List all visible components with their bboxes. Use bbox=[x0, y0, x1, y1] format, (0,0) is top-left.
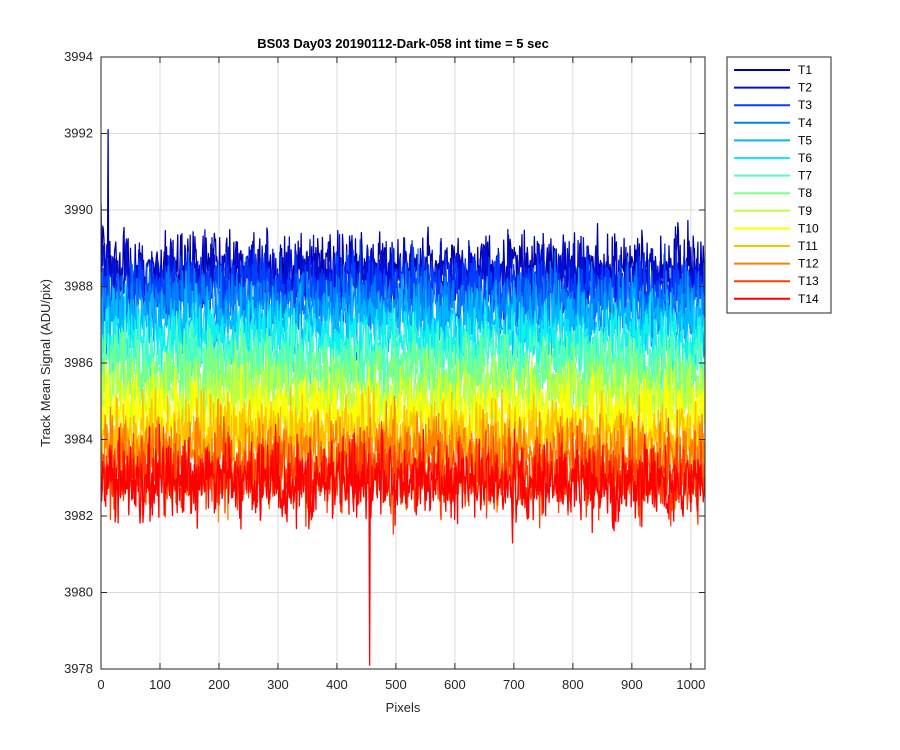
legend-label: T13 bbox=[798, 274, 819, 288]
y-tick-label: 3984 bbox=[64, 432, 93, 447]
plot-area: 0 100 200 300 400 500 600 700 800 900 1000 3978 398… bbox=[64, 49, 706, 692]
legend-item-t12: T12 bbox=[734, 257, 819, 271]
x-tick-labels: 0 100 200 300 400 500 600 700 800 900 1000 bbox=[97, 677, 705, 692]
legend-label: T11 bbox=[798, 239, 818, 253]
x-tick-label: 1000 bbox=[676, 677, 705, 692]
legend-item-t10: T10 bbox=[734, 221, 819, 235]
legend-label: T1 bbox=[798, 63, 812, 77]
x-tick-label: 0 bbox=[97, 677, 104, 692]
y-tick-label: 3978 bbox=[64, 661, 93, 676]
x-tick-label: 800 bbox=[562, 677, 584, 692]
legend-items: T1 T2 T3 T4 T5 T6 T7 T8 T9 T10 T11 T12 T13 T14 bbox=[734, 63, 819, 306]
series-line-t14 bbox=[101, 423, 705, 666]
legend-item-t4: T4 bbox=[734, 116, 812, 130]
legend-item-t6: T6 bbox=[734, 151, 812, 165]
legend-label: T7 bbox=[798, 169, 812, 183]
legend-label: T14 bbox=[798, 292, 819, 306]
legend-label: T4 bbox=[798, 116, 812, 130]
x-tick-label: 500 bbox=[385, 677, 407, 692]
x-tick-label: 600 bbox=[444, 677, 466, 692]
legend-label: T3 bbox=[798, 98, 812, 112]
legend-label: T8 bbox=[798, 186, 812, 200]
x-tick-label: 200 bbox=[208, 677, 230, 692]
legend-item-t2: T2 bbox=[734, 81, 812, 95]
legend: T1 T2 T3 T4 T5 T6 T7 T8 T9 T10 T11 T12 T13 T14 bbox=[726, 56, 832, 314]
y-tick-label: 3980 bbox=[64, 585, 93, 600]
legend-label: T5 bbox=[798, 133, 812, 147]
tick-marks bbox=[100, 56, 705, 670]
x-tick-label: 300 bbox=[267, 677, 289, 692]
series-line-t11 bbox=[101, 385, 705, 488]
legend-item-t14: T14 bbox=[734, 292, 819, 306]
y-axis-title: Track Mean Signal (ADU/pix) bbox=[38, 279, 53, 447]
y-tick-label: 3994 bbox=[64, 49, 93, 64]
series-layer bbox=[101, 129, 705, 666]
x-axis-title: Pixels bbox=[386, 700, 421, 715]
x-tick-label: 700 bbox=[503, 677, 525, 692]
legend-item-t11: T11 bbox=[734, 239, 818, 253]
legend-item-t9: T9 bbox=[734, 204, 812, 218]
x-tick-label: 400 bbox=[326, 677, 348, 692]
legend-item-t5: T5 bbox=[734, 133, 812, 147]
y-tick-label: 3992 bbox=[64, 126, 93, 141]
x-tick-label: 900 bbox=[621, 677, 643, 692]
y-tick-label: 3990 bbox=[64, 202, 93, 217]
series-line-t12 bbox=[101, 395, 705, 523]
x-tick-label: 100 bbox=[149, 677, 171, 692]
legend-label: T2 bbox=[798, 81, 812, 95]
legend-item-t1: T1 bbox=[734, 63, 812, 77]
legend-label: T10 bbox=[798, 221, 819, 235]
y-tick-label: 3982 bbox=[64, 508, 93, 523]
legend-label: T9 bbox=[798, 204, 812, 218]
chart-title: BS03 Day03 20190112-Dark-058 int time = … bbox=[257, 36, 549, 51]
y-tick-label: 3986 bbox=[64, 355, 93, 370]
legend-item-t13: T13 bbox=[734, 274, 819, 288]
legend-label: T6 bbox=[798, 151, 812, 165]
series-line-t5 bbox=[101, 267, 705, 373]
legend-label: T12 bbox=[798, 257, 819, 271]
y-tick-labels: 3978 3980 3982 3984 3986 3988 3990 3992 3994 bbox=[64, 49, 93, 676]
legend-box bbox=[726, 56, 832, 314]
y-tick-label: 3988 bbox=[64, 279, 93, 294]
legend-item-t7: T7 bbox=[734, 169, 812, 183]
legend-item-t3: T3 bbox=[734, 98, 812, 112]
legend-item-t8: T8 bbox=[734, 186, 812, 200]
